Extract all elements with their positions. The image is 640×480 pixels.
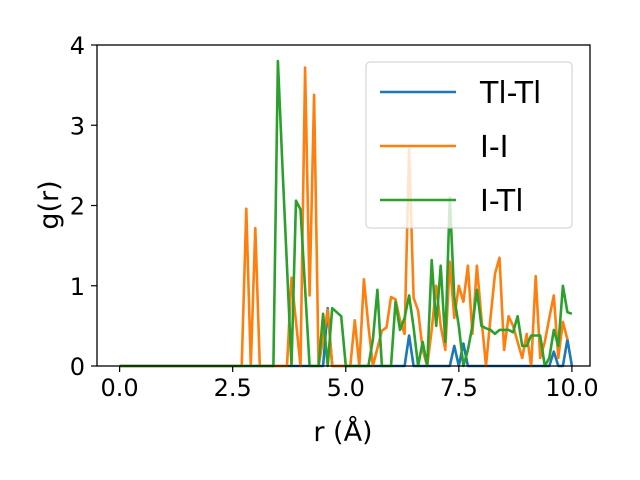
legend-label-tl-tl: Tl-Tl bbox=[479, 76, 541, 111]
legend-entries: Tl-Tl I-I I-Tl bbox=[380, 76, 541, 219]
x-ticks: 0.0 2.5 5.0 7.5 10.0 bbox=[101, 366, 599, 402]
series-line-i-tl bbox=[119, 59, 573, 368]
x-tick-label: 10.0 bbox=[545, 374, 598, 402]
legend-label-i-i: I-I bbox=[480, 130, 509, 165]
y-tick-label: 2 bbox=[70, 193, 85, 221]
y-axis-label: g(r) bbox=[34, 180, 65, 229]
legend: Tl-Tl I-I I-Tl bbox=[365, 61, 573, 229]
y-tick-label: 0 bbox=[70, 353, 85, 381]
x-tick-label: 5.0 bbox=[327, 374, 365, 402]
x-tick-label: 7.5 bbox=[440, 374, 478, 402]
legend-label-i-tl: I-Tl bbox=[480, 184, 524, 219]
y-ticks: 0 1 2 3 4 bbox=[70, 32, 97, 381]
y-tick-label: 1 bbox=[70, 273, 85, 301]
legend-box bbox=[365, 61, 573, 229]
x-axis-label: r (Å) bbox=[313, 416, 372, 448]
y-tick-label: 4 bbox=[70, 32, 85, 60]
x-tick-label: 0.0 bbox=[101, 374, 139, 402]
y-tick-label: 3 bbox=[70, 112, 85, 140]
x-tick-label: 2.5 bbox=[214, 374, 252, 402]
